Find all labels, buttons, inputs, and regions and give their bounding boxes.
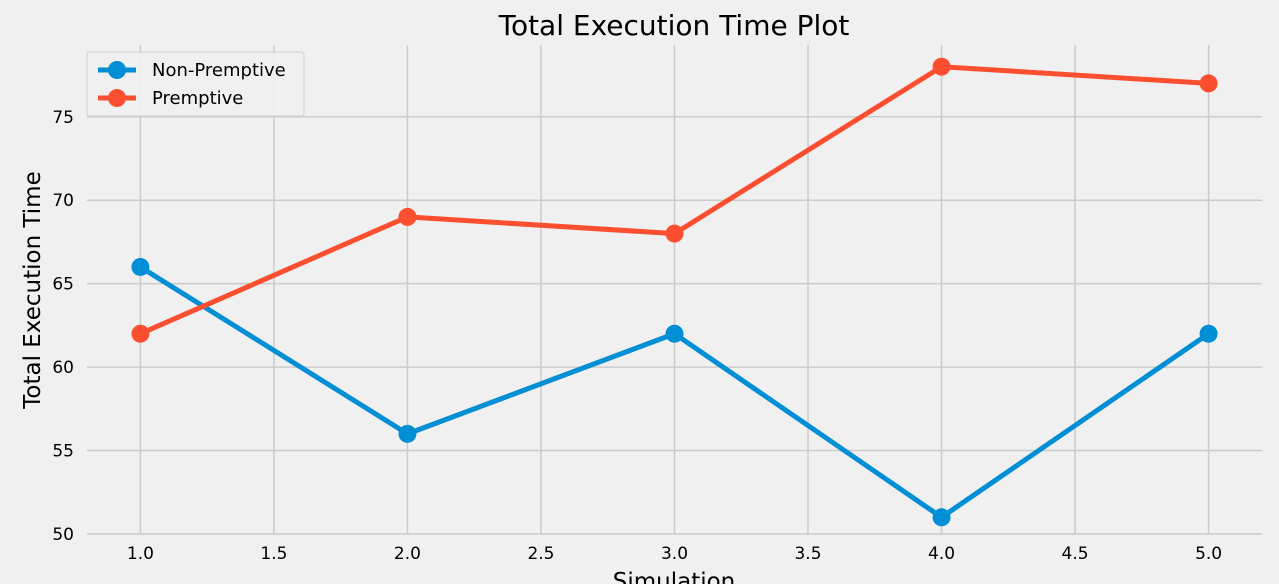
x-tick-label: 4.5 <box>1062 544 1089 564</box>
x-tick-label: 2.0 <box>394 544 421 564</box>
x-tick-label: 3.5 <box>794 544 821 564</box>
y-tick-label: 65 <box>52 275 74 295</box>
x-tick-label: 1.0 <box>127 544 154 564</box>
grid <box>87 45 1262 535</box>
legend-marker-non-premptive <box>108 61 126 79</box>
y-axis-label: Total Execution Time <box>20 171 46 410</box>
data-point-non-premptive <box>932 508 951 527</box>
legend-marker-premptive <box>108 89 126 107</box>
x-axis-ticks: 1.0 1.5 2.0 2.5 3.0 3.5 4.0 4.5 5.0 <box>127 544 1222 564</box>
x-tick-label: 3.0 <box>661 544 688 564</box>
data-point-premptive <box>1199 74 1218 93</box>
y-axis-ticks: 50 55 60 65 70 75 <box>52 108 74 545</box>
y-tick-label: 55 <box>52 442 74 462</box>
x-tick-label: 1.5 <box>260 544 287 564</box>
y-tick-label: 50 <box>52 525 74 545</box>
data-point-non-premptive <box>131 257 150 276</box>
data-point-non-premptive <box>665 324 684 343</box>
legend-label-non-premptive: Non-Premptive <box>152 60 286 81</box>
data-point-premptive <box>398 207 417 226</box>
data-point-premptive <box>131 324 150 343</box>
legend: Non-Premptive Premptive <box>86 51 305 117</box>
y-tick-label: 70 <box>52 191 74 211</box>
data-point-premptive <box>932 57 951 76</box>
x-tick-label: 2.5 <box>527 544 554 564</box>
x-tick-label: 4.0 <box>928 544 955 564</box>
data-point-non-premptive <box>1199 324 1218 343</box>
y-tick-label: 60 <box>52 358 74 378</box>
series-layer <box>131 57 1218 527</box>
legend-box <box>86 51 305 117</box>
y-tick-label: 75 <box>52 108 74 128</box>
data-point-premptive <box>665 224 684 243</box>
x-tick-label: 5.0 <box>1195 544 1222 564</box>
data-point-non-premptive <box>398 424 417 443</box>
legend-label-premptive: Premptive <box>152 88 243 109</box>
x-axis-label: Simulation <box>613 569 736 584</box>
chart-title: Total Execution Time Plot <box>498 9 850 42</box>
